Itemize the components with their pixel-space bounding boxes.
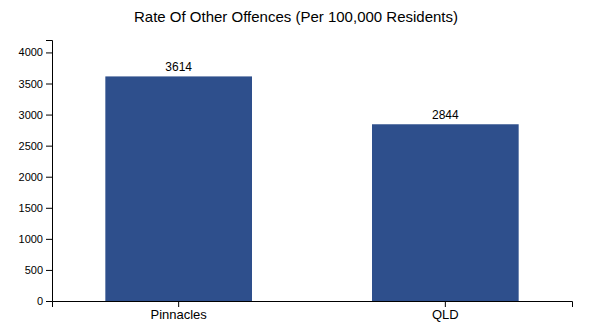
y-tick: 4000 <box>19 46 52 58</box>
bar <box>372 124 519 301</box>
y-tick-label: 1000 <box>19 233 43 245</box>
y-tick-label: 2000 <box>19 171 43 183</box>
y-tick-mark <box>46 84 52 85</box>
y-tick-mark <box>46 239 52 240</box>
y-tick-label: 1500 <box>19 202 43 214</box>
y-axis-line <box>46 41 53 302</box>
y-tick-label: 500 <box>25 264 43 276</box>
y-tick-label: 4000 <box>19 46 43 58</box>
y-tick-label: 3000 <box>19 109 43 121</box>
bar <box>105 76 252 301</box>
chart-svg: 0 500 1000 1500 2000 2500 3000 3500 4000 Pinnacle… <box>0 0 592 333</box>
y-tick-mark <box>46 115 52 116</box>
y-tick-mark <box>46 208 52 209</box>
x-axis: Pinnacles QLD <box>53 301 573 322</box>
x-tick-mark <box>445 301 446 307</box>
y-tick: 1500 <box>19 202 52 214</box>
y-tick: 2500 <box>19 140 52 152</box>
y-tick: 3000 <box>19 109 52 121</box>
chart-title: Rate Of Other Offences (Per 100,000 Resi… <box>134 8 458 25</box>
x-tick: QLD <box>432 301 459 322</box>
data-label: 2844 <box>432 108 459 122</box>
y-tick-mark <box>46 146 52 147</box>
chart-container: 0 500 1000 1500 2000 2500 3000 3500 4000 Pinnacle… <box>0 0 592 333</box>
y-tick-mark <box>46 301 52 302</box>
y-axis: 0 500 1000 1500 2000 2500 3000 3500 4000 <box>19 41 53 308</box>
y-tick-mark <box>46 177 52 178</box>
y-tick-label: 2500 <box>19 140 43 152</box>
y-tick: 3500 <box>19 78 52 90</box>
data-label: 3614 <box>165 60 192 74</box>
y-tick-label: 0 <box>37 295 43 307</box>
x-tick-label: Pinnacles <box>150 307 207 322</box>
x-axis-line <box>53 302 573 308</box>
data-labels: 3614 2844 <box>165 60 459 122</box>
bars <box>105 76 518 301</box>
x-tick-label: QLD <box>432 307 459 322</box>
y-tick: 500 <box>25 264 52 276</box>
y-tick: 0 <box>37 295 52 307</box>
y-tick-label: 3500 <box>19 78 43 90</box>
x-tick-mark <box>178 301 179 307</box>
y-tick-mark <box>46 52 52 53</box>
y-tick-mark <box>46 270 52 271</box>
y-tick: 2000 <box>19 171 52 183</box>
plot-area: 0 500 1000 1500 2000 2500 3000 3500 4000 Pinnacle… <box>19 41 573 323</box>
x-tick: Pinnacles <box>150 301 207 322</box>
y-tick: 1000 <box>19 233 52 245</box>
